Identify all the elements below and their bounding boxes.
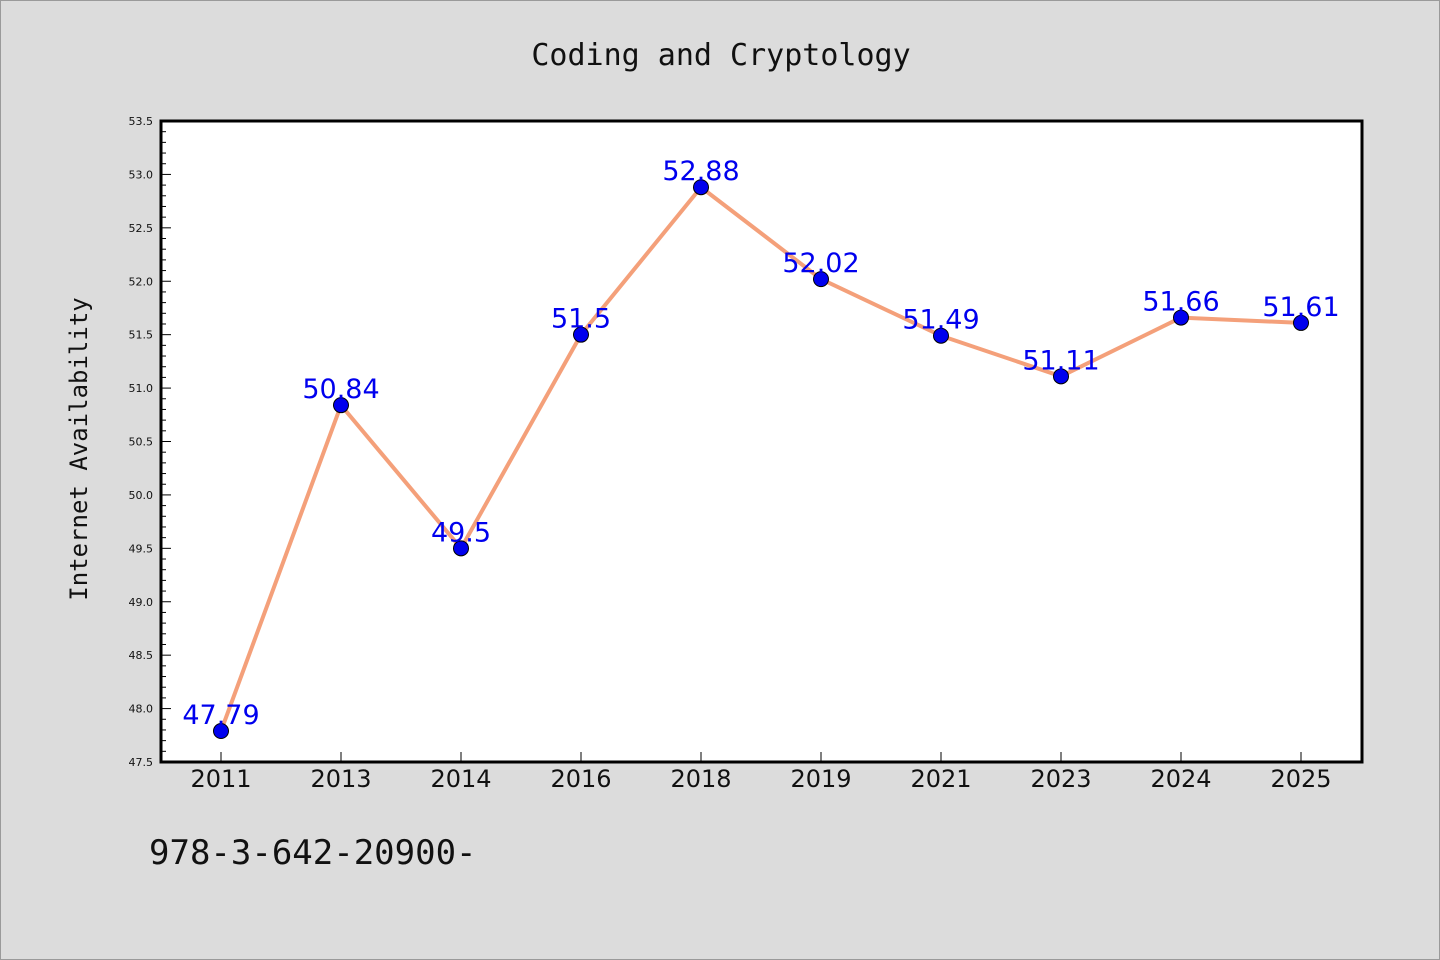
data-point: [933, 327, 949, 344]
data-point: [573, 326, 589, 343]
y-tick-label: 49.0: [129, 596, 154, 609]
y-tick-label: 50.5: [129, 436, 154, 449]
data-point: [1293, 314, 1309, 331]
data-point: [333, 397, 349, 414]
y-tick-label: 51.0: [129, 382, 154, 395]
footer-isbn-text: 978-3-642-20900-: [149, 833, 477, 873]
x-tick-label: 2016: [550, 765, 611, 793]
x-tick-label: 2025: [1270, 765, 1331, 793]
x-tick-label: 2024: [1150, 765, 1211, 793]
y-tick-label: 51.5: [129, 329, 154, 342]
x-tick-label: 2021: [910, 765, 971, 793]
y-tick-label: 48.5: [129, 649, 154, 662]
y-tick-label: 47.5: [129, 756, 154, 769]
plot-area: [159, 119, 1364, 764]
data-label: 49.5: [431, 517, 491, 548]
x-axis: 2011 2013 2014 2016 2018 2019 2021 2023 2024 2025: [190, 752, 1332, 793]
data-label: 52.88: [662, 156, 739, 187]
y-tick-label: 52.5: [129, 222, 154, 235]
data-label: 51.66: [1142, 287, 1219, 318]
data-label: 52.02: [782, 248, 859, 279]
data-label: 47.79: [182, 700, 259, 731]
data-point: [453, 540, 469, 557]
data-label: 51.49: [902, 305, 979, 336]
x-tick-label: 2014: [430, 765, 491, 793]
data-label: 50.84: [302, 374, 379, 405]
x-tick-label: 2013: [310, 765, 371, 793]
y-tick-label: 52.0: [129, 275, 154, 288]
x-tick-label: 2019: [790, 765, 851, 793]
data-label: 51.5: [551, 304, 611, 335]
data-point: [1173, 309, 1189, 326]
y-tick-label: 53.5: [129, 115, 154, 128]
y-axis: 47.5 48.0 48.5 49.0 49.5 50.0 50.5 51.0 51.5 52.0…: [129, 115, 171, 769]
y-tick-label: 48.0: [129, 703, 154, 716]
y-tick-label: 49.5: [129, 542, 154, 555]
x-tick-label: 2023: [1030, 765, 1091, 793]
data-point: [213, 723, 229, 740]
series-line-layer: [219, 185, 1303, 734]
y-axis-label: Internet Availability: [65, 297, 93, 600]
data-point: [693, 179, 709, 196]
y-tick-label: 53.0: [129, 168, 154, 181]
series-line: [219, 185, 1303, 734]
x-tick-label: 2011: [190, 765, 251, 793]
data-label: 51.11: [1022, 345, 1099, 376]
data-point: [1053, 368, 1069, 385]
data-label: 51.61: [1262, 292, 1339, 323]
marker-layer: [213, 179, 1309, 740]
data-point: [813, 271, 829, 288]
data-label-layer: 47.79 50.84 49.5 51.5 52.88 52.02 51.49 51.11 51…: [182, 156, 1339, 731]
x-tick-label: 2018: [670, 765, 731, 793]
y-tick-label: 50.0: [129, 489, 154, 502]
chart-title: Coding and Cryptology: [531, 38, 910, 73]
